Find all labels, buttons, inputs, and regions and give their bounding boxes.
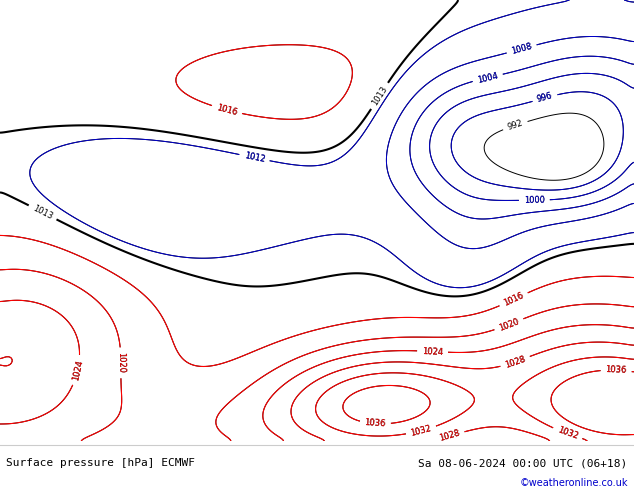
Text: 1032: 1032 bbox=[410, 424, 432, 438]
Text: 1036: 1036 bbox=[605, 365, 627, 375]
Text: 1024: 1024 bbox=[71, 359, 84, 381]
Text: Surface pressure [hPa] ECMWF: Surface pressure [hPa] ECMWF bbox=[6, 458, 195, 468]
Text: 996: 996 bbox=[536, 92, 553, 104]
Text: 1032: 1032 bbox=[556, 426, 579, 441]
Text: 1013: 1013 bbox=[31, 204, 54, 221]
Text: 1013: 1013 bbox=[370, 85, 389, 107]
Text: 1028: 1028 bbox=[438, 429, 461, 443]
Text: 1036: 1036 bbox=[605, 365, 627, 375]
Text: 1036: 1036 bbox=[365, 418, 386, 429]
Text: 1020: 1020 bbox=[116, 352, 126, 373]
Text: 1000: 1000 bbox=[524, 196, 545, 205]
Text: 992: 992 bbox=[507, 119, 524, 132]
Text: 1008: 1008 bbox=[510, 42, 533, 56]
Text: 1016: 1016 bbox=[502, 291, 525, 308]
Text: 1032: 1032 bbox=[556, 426, 579, 441]
Text: ©weatheronline.co.uk: ©weatheronline.co.uk bbox=[519, 478, 628, 488]
Text: 1024: 1024 bbox=[422, 346, 443, 357]
Text: 1004: 1004 bbox=[476, 71, 499, 84]
Text: 1016: 1016 bbox=[216, 103, 238, 117]
Text: 1016: 1016 bbox=[502, 291, 525, 308]
Text: 1032: 1032 bbox=[410, 424, 432, 438]
Text: 1028: 1028 bbox=[504, 354, 527, 369]
Text: 1020: 1020 bbox=[498, 317, 521, 332]
Text: Sa 08-06-2024 00:00 UTC (06+18): Sa 08-06-2024 00:00 UTC (06+18) bbox=[418, 458, 628, 468]
Text: 1012: 1012 bbox=[243, 151, 266, 164]
Text: 996: 996 bbox=[536, 92, 553, 104]
Text: 1028: 1028 bbox=[438, 429, 461, 443]
Text: 1000: 1000 bbox=[524, 196, 545, 205]
Text: 1020: 1020 bbox=[116, 352, 126, 373]
Text: 1020: 1020 bbox=[498, 317, 521, 332]
Text: 1008: 1008 bbox=[510, 42, 533, 56]
Text: 1024: 1024 bbox=[71, 359, 84, 381]
Text: 1016: 1016 bbox=[216, 103, 238, 117]
Text: 1028: 1028 bbox=[504, 354, 527, 369]
Text: 1004: 1004 bbox=[476, 71, 499, 84]
Text: 1036: 1036 bbox=[365, 418, 386, 429]
Text: 1012: 1012 bbox=[243, 151, 266, 164]
Text: 1024: 1024 bbox=[422, 346, 443, 357]
